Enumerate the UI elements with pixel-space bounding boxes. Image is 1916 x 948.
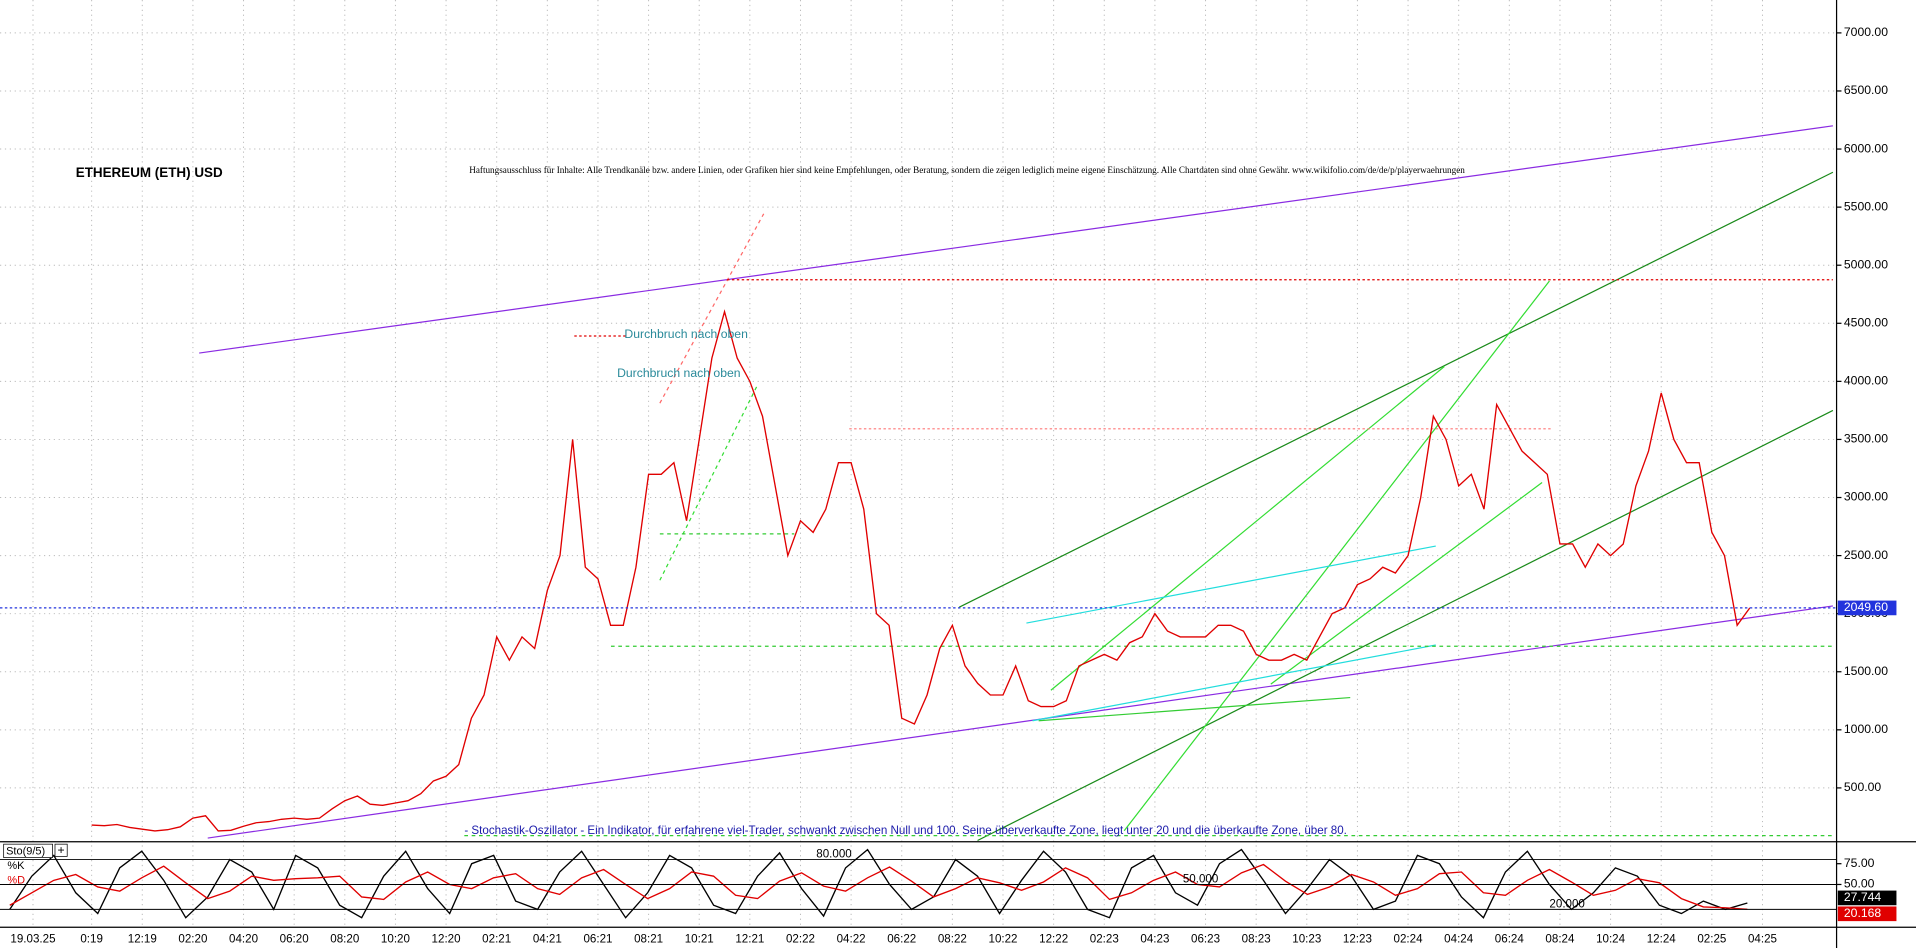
level-label: 80.000	[816, 848, 851, 861]
x-tick-label: 02:21	[482, 933, 511, 946]
y-tick-label: 2500.00	[1844, 548, 1888, 562]
y-tick-label: 1500.00	[1844, 664, 1888, 678]
annotation: Durchbruch nach oben	[617, 366, 740, 380]
y-tick-label: 50.00	[1844, 877, 1875, 891]
trend-line	[1270, 482, 1543, 685]
x-tick-label: 04:21	[533, 933, 562, 946]
last-value-box	[1837, 890, 1897, 906]
y-tick-label: 5500.00	[1844, 199, 1888, 213]
disclaimer: Haftungsausschluss für Inhalte: Alle Tre…	[469, 165, 1465, 175]
indicator-title: Sto(9/5)	[6, 845, 45, 857]
trend-line	[207, 605, 1833, 839]
x-tick-label: 12:24	[1647, 933, 1677, 946]
x-tick-label: 08:23	[1242, 933, 1271, 946]
level-label: 50.000	[1183, 873, 1218, 886]
add-icon: +	[58, 843, 65, 857]
trend-line	[199, 125, 1833, 354]
price-line	[9, 848, 1748, 919]
y-tick-label: 3500.00	[1844, 432, 1888, 446]
y-tick-label: 7000.00	[1844, 25, 1888, 39]
y-tick-label: 5000.00	[1844, 257, 1888, 271]
x-tick-label: 06:24	[1495, 933, 1525, 946]
trend-line	[1050, 366, 1445, 691]
x-tick-label: 08:24	[1545, 933, 1575, 946]
x-tick-label: 10:20	[381, 933, 410, 946]
x-tick-label: 04:22	[837, 933, 866, 946]
indicator-box	[3, 843, 53, 858]
marks	[9, 309, 1751, 919]
annotation: Durchbruch nach oben	[624, 327, 747, 341]
y-tick-label: 6500.00	[1844, 83, 1888, 97]
x-tick-label: 02:22	[786, 933, 815, 946]
x-tick-label: 08:20	[330, 933, 359, 946]
x-tick-label: 08:22	[938, 933, 967, 946]
last-value-label: 27.744	[1844, 890, 1882, 904]
x-tick-label: 06:23	[1191, 933, 1220, 946]
last-price-box	[1837, 600, 1897, 616]
x-tick-label: 12:23	[1343, 933, 1372, 946]
x-tick-label: 10:24	[1596, 933, 1626, 946]
x-tick-label: 04:24	[1444, 933, 1474, 946]
y-tick-label: 75.00	[1844, 856, 1875, 870]
x-tick-label: 19.03.25	[10, 933, 55, 946]
last-value-label: 20.168	[1844, 906, 1882, 920]
legend-entry: %D	[7, 875, 25, 887]
indicator-description: - Stochastik-Oszillator - Ein Indikator,…	[464, 824, 1347, 837]
x-tick-label: 12:21	[735, 933, 764, 946]
y-tick-label: 1000.00	[1844, 722, 1888, 736]
x-tick-label: 12:19	[128, 933, 157, 946]
x-tick-label: 02:24	[1394, 933, 1424, 946]
trend-line	[1038, 696, 1351, 722]
trend-line	[977, 409, 1834, 842]
y-tick-label: 6000.00	[1844, 141, 1888, 155]
x-tick-label: 10:21	[685, 933, 714, 946]
last-value-box	[1837, 906, 1897, 922]
last-price-label: 2049.60	[1844, 600, 1888, 614]
chart-title: ETHEREUM (ETH) USD	[76, 165, 223, 180]
price-line	[9, 863, 1748, 910]
x-tick-label: 02:23	[1090, 933, 1119, 946]
y-tick-label: 4500.00	[1844, 316, 1888, 330]
trend-line	[1026, 545, 1436, 624]
trend-line	[1123, 280, 1550, 832]
x-tick-label: 10:23	[1292, 933, 1321, 946]
add-button[interactable]	[54, 843, 68, 857]
trend-line	[1032, 644, 1436, 722]
x-tick-label: 04:20	[229, 933, 258, 946]
x-tick-label: 06:21	[583, 933, 612, 946]
x-tick-label: 02:25	[1697, 933, 1726, 946]
price-line	[91, 309, 1751, 832]
x-tick-label: 10:22	[988, 933, 1017, 946]
legend-entry: %K	[7, 860, 25, 872]
y-tick-label: 4000.00	[1844, 374, 1888, 388]
y-tick-label: 3000.00	[1844, 490, 1888, 504]
x-tick-label: 06:20	[280, 933, 309, 946]
x-tick-label: 08:21	[634, 933, 663, 946]
x-tick-label: 06:22	[887, 933, 916, 946]
x-tick-label: 12:22	[1039, 933, 1068, 946]
x-tick-label: 04:25	[1748, 933, 1777, 946]
trend-lines	[199, 125, 1834, 842]
level-label: 20.000	[1549, 898, 1584, 911]
y-tick-label: 500.00	[1844, 780, 1882, 794]
x-tick-label: 12:20	[432, 933, 461, 946]
x-tick-label: 02:20	[178, 933, 207, 946]
x-tick-label: 04:23	[1140, 933, 1169, 946]
trend-line	[958, 171, 1834, 608]
grid	[0, 0, 1837, 928]
x-tick-label: 0:19	[80, 933, 103, 946]
